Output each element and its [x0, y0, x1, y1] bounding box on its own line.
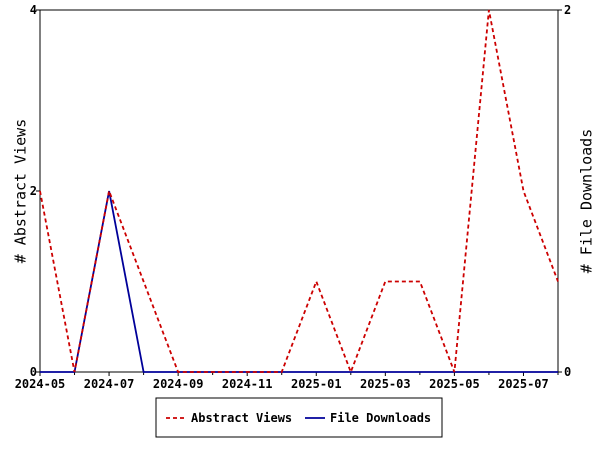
series-line-abstract-views	[39, 9, 559, 375]
y2-tick-label: 2	[564, 3, 571, 17]
series-line-file-downloads	[40, 190, 558, 373]
y-tick-label: 2	[30, 184, 37, 198]
y-axis-right: 02	[558, 3, 571, 379]
y-tick-label: 0	[30, 365, 37, 379]
y2-tick-label: 0	[564, 365, 571, 379]
x-tick-label: 2024-11	[222, 377, 273, 391]
x-tick-label: 2025-07	[498, 377, 549, 391]
x-tick-label: 2024-05	[15, 377, 66, 391]
legend-label-file-downloads: File Downloads	[330, 411, 431, 425]
x-tick-label: 2025-05	[429, 377, 480, 391]
legend-label-abstract-views: Abstract Views	[191, 411, 292, 425]
legend-box	[155, 397, 443, 438]
x-axis: 2024-05 2024-07 2024-09 2024-11 2025-01 2025-…	[15, 372, 559, 391]
legend: Abstract Views File Downloads	[155, 397, 443, 438]
x-tick-label: 2025-03	[360, 377, 411, 391]
y-axis-left: 0 2 4	[30, 3, 40, 379]
x-tick-label: 2024-09	[153, 377, 204, 391]
y-axis-title-right: # File Downloads	[578, 129, 596, 274]
x-tick-label: 2024-07	[84, 377, 135, 391]
series-group	[39, 9, 559, 375]
x-tick-label: 2025-01	[291, 377, 342, 391]
y-tick-label: 4	[30, 3, 37, 17]
y-axis-title-left: # Abstract Views	[12, 119, 30, 264]
plot-area	[39, 9, 559, 373]
